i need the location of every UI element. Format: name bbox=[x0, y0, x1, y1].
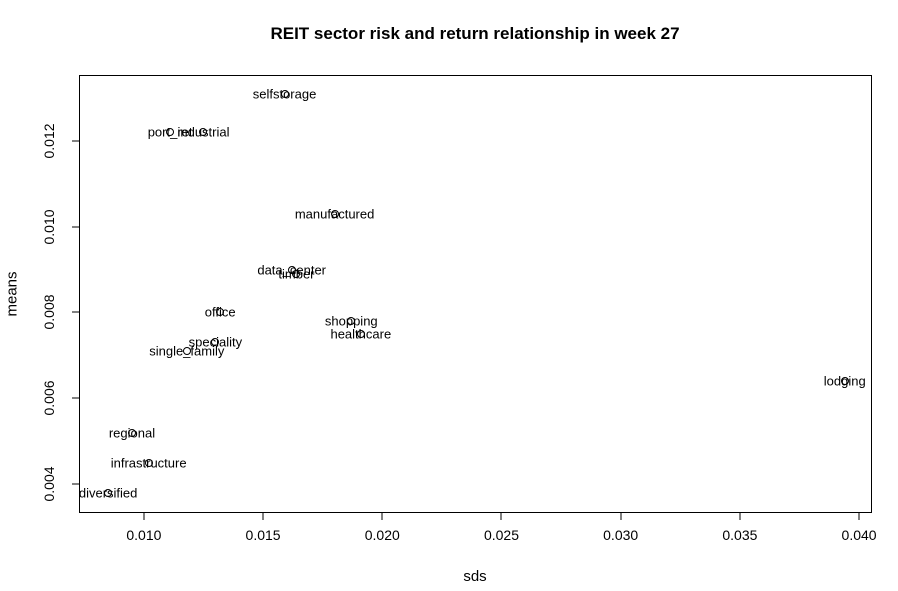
open-circle-marker-icon bbox=[292, 269, 301, 278]
y-axis-title: means bbox=[3, 271, 21, 317]
point-label: lodging bbox=[823, 373, 866, 389]
open-circle-marker-icon bbox=[287, 265, 296, 274]
x-axis-tick bbox=[381, 513, 383, 520]
point-label: port_ret bbox=[147, 124, 193, 140]
plot-area: 0.010 0.015 0.020 0.025 0.030 0.035 0.040 0.004… bbox=[41, 75, 877, 543]
y-axis-tick-label: 0.008 bbox=[41, 294, 57, 330]
x-axis-tick-label: 0.020 bbox=[364, 527, 400, 543]
open-circle-marker-icon bbox=[127, 428, 136, 437]
chart-title: REIT sector risk and return relationship… bbox=[270, 24, 680, 43]
x-axis-tick-label: 0.025 bbox=[483, 527, 520, 543]
y-axis-tick bbox=[72, 483, 79, 485]
y-axis-tick bbox=[72, 226, 79, 228]
x-axis-tick bbox=[739, 513, 741, 520]
point-label: selfstorage bbox=[252, 86, 317, 102]
point-label: infrastructure bbox=[110, 455, 187, 471]
open-circle-marker-icon bbox=[356, 329, 365, 338]
point-label: industrial bbox=[177, 124, 230, 140]
point-label: timber bbox=[278, 266, 315, 282]
point-label: healthcare bbox=[330, 326, 392, 342]
point-label: office bbox=[204, 304, 236, 320]
y-axis-tick bbox=[72, 311, 79, 313]
open-circle-marker-icon bbox=[216, 308, 225, 317]
point-label: single_family bbox=[149, 343, 225, 359]
x-axis-tick-label: 0.040 bbox=[841, 527, 877, 543]
open-circle-marker-icon bbox=[840, 377, 849, 386]
x-axis-tick-label: 0.030 bbox=[603, 527, 639, 543]
x-axis-tick bbox=[858, 513, 860, 520]
open-circle-marker-icon bbox=[104, 488, 113, 497]
open-circle-marker-icon bbox=[144, 458, 153, 467]
point-label: diversified bbox=[78, 485, 138, 501]
y-axis-tick-label: 0.012 bbox=[41, 123, 57, 159]
point-label: data_center bbox=[257, 262, 327, 278]
y-axis-tick bbox=[72, 140, 79, 142]
x-axis-tick-label: 0.035 bbox=[722, 527, 758, 543]
point-label: regional bbox=[108, 425, 156, 441]
x-axis-tick bbox=[262, 513, 264, 520]
x-axis-tick-label: 0.010 bbox=[126, 527, 162, 543]
x-axis-tick bbox=[620, 513, 622, 520]
y-axis-tick-label: 0.004 bbox=[41, 466, 57, 502]
point-label: speciality bbox=[188, 334, 243, 350]
open-circle-marker-icon bbox=[280, 89, 289, 98]
open-circle-marker-icon bbox=[182, 347, 191, 356]
x-axis-tick bbox=[143, 513, 145, 520]
open-circle-marker-icon bbox=[166, 128, 175, 137]
point-label: manufactured bbox=[294, 206, 375, 222]
y-axis-tick-label: 0.006 bbox=[41, 380, 57, 416]
y-axis-tick bbox=[72, 397, 79, 399]
x-axis-tick bbox=[500, 513, 502, 520]
open-circle-marker-icon bbox=[330, 209, 339, 218]
x-axis-title: sds bbox=[463, 568, 487, 585]
x-axis-tick-label: 0.015 bbox=[245, 527, 281, 543]
open-circle-marker-icon bbox=[199, 128, 208, 137]
open-circle-marker-icon bbox=[347, 317, 356, 326]
y-axis-tick-label: 0.010 bbox=[41, 209, 57, 245]
point-label: shopping bbox=[324, 313, 378, 329]
open-circle-marker-icon bbox=[211, 338, 220, 347]
